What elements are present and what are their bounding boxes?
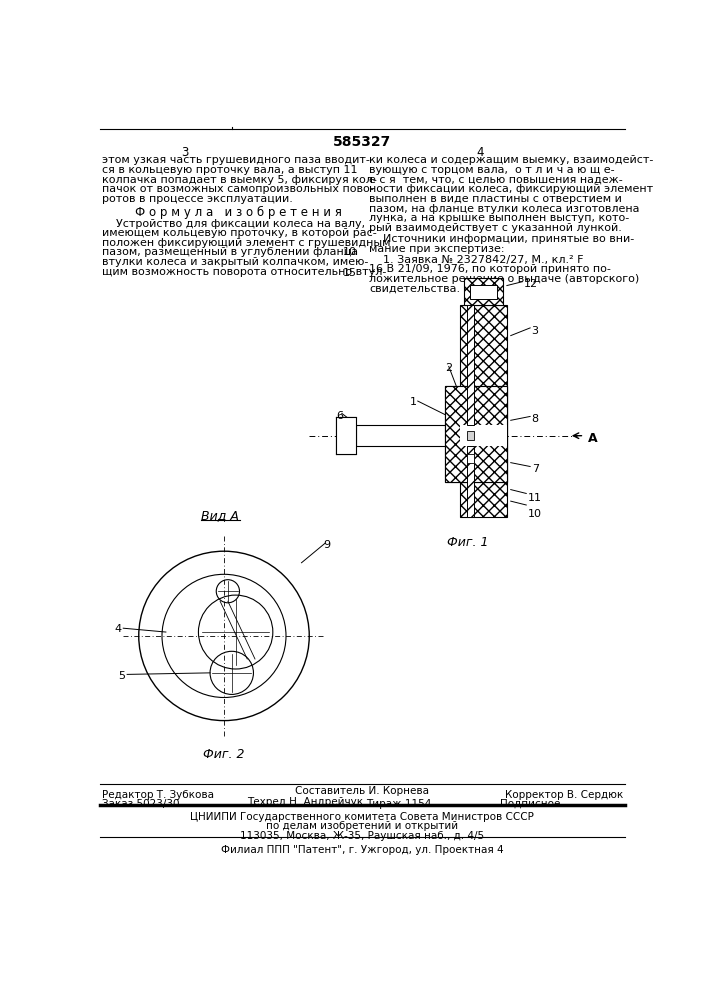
Text: 15: 15	[344, 268, 357, 278]
Text: 16 В 21/09, 1976, по которой принято по-: 16 В 21/09, 1976, по которой принято по-	[369, 264, 611, 274]
Bar	[337, 417, 356, 454]
Bar	[470, 285, 497, 299]
Text: ки колеса и содержащим выемку, взаимодейст-: ки колеса и содержащим выемку, взаимодей…	[369, 155, 653, 165]
Text: имеющем кольцевую проточку, в которой рас-: имеющем кольцевую проточку, в которой ра…	[103, 228, 377, 238]
Bar	[445, 386, 507, 482]
Text: Корректор В. Сердюк: Корректор В. Сердюк	[505, 790, 623, 800]
Text: положен фиксирующий элемент с грушевидным: положен фиксирующий элемент с грушевидны…	[103, 238, 391, 248]
Text: 3: 3	[532, 326, 539, 336]
Text: 5: 5	[118, 671, 125, 681]
Text: 1: 1	[410, 397, 417, 407]
Text: свидетельства.: свидетельства.	[369, 284, 460, 294]
Text: Ф о р м у л а   и з о б р е т е н и я: Ф о р м у л а и з о б р е т е н и я	[135, 206, 341, 219]
Text: выполнен в виде пластины с отверстием и: выполнен в виде пластины с отверстием и	[369, 194, 621, 204]
Text: 3: 3	[182, 146, 189, 159]
Text: 4: 4	[476, 146, 484, 159]
Text: А: А	[588, 432, 598, 445]
Text: 6: 6	[337, 411, 344, 421]
Text: Фиг. 2: Фиг. 2	[203, 748, 245, 761]
Text: 2: 2	[445, 363, 452, 373]
Text: 7: 7	[532, 464, 539, 474]
Text: ЦНИИПИ Государственного комитета Совета Министров СССР: ЦНИИПИ Государственного комитета Совета …	[190, 812, 534, 822]
Text: рый взаимодействует с указанной лункой.: рый взаимодействует с указанной лункой.	[369, 223, 621, 233]
Text: вующую с торцом вала,  о т л и ч а ю щ е-: вующую с торцом вала, о т л и ч а ю щ е-	[369, 165, 614, 175]
Text: мание при экспертизе:: мание при экспертизе:	[369, 244, 504, 254]
Text: 10: 10	[528, 509, 542, 519]
Text: Вид А: Вид А	[201, 509, 239, 522]
Text: Источники информации, принятые во вни-: Источники информации, принятые во вни-	[369, 234, 634, 244]
Bar	[445, 386, 507, 482]
Bar	[460, 305, 507, 517]
Text: ности фиксации колеса, фиксирующий элемент: ности фиксации колеса, фиксирующий элеме…	[369, 184, 653, 194]
Text: Редактор Т. Зубкова: Редактор Т. Зубкова	[103, 790, 214, 800]
Text: Филиал ППП "Патент", г. Ужгород, ул. Проектная 4: Филиал ППП "Патент", г. Ужгород, ул. Про…	[221, 845, 503, 855]
Text: ложительное решение о выдаче (авторского): ложительное решение о выдаче (авторского…	[369, 274, 639, 284]
Text: ся в кольцевую проточку вала, а выступ 11: ся в кольцевую проточку вала, а выступ 1…	[103, 165, 358, 175]
Bar	[460, 425, 507, 446]
Bar	[356, 425, 499, 446]
Text: 8: 8	[532, 414, 539, 424]
Text: е с я  тем, что, с целью повышения надеж-: е с я тем, что, с целью повышения надеж-	[369, 175, 623, 185]
Text: этом узкая часть грушевидного паза вводит-: этом узкая часть грушевидного паза вводи…	[103, 155, 370, 165]
Bar	[464, 278, 503, 305]
Text: лунка, а на крышке выполнен выступ, кото-: лунка, а на крышке выполнен выступ, кото…	[369, 213, 629, 223]
Text: 11: 11	[528, 493, 542, 503]
Text: Устройство для фиксации колеса на валу,: Устройство для фиксации колеса на валу,	[103, 219, 366, 229]
Text: пазом, размещенный в углублении фланца: пазом, размещенный в углублении фланца	[103, 247, 358, 257]
Bar	[467, 431, 474, 440]
Text: 1. Заявка № 2327842/27, М., кл.² F: 1. Заявка № 2327842/27, М., кл.² F	[369, 255, 583, 265]
Text: Составитель И. Корнева: Составитель И. Корнева	[295, 786, 429, 796]
Text: ротов в процессе эксплуатации.: ротов в процессе эксплуатации.	[103, 194, 293, 204]
Text: Фиг. 1: Фиг. 1	[448, 536, 489, 549]
Text: Тираж 1154: Тираж 1154	[366, 799, 431, 809]
Text: 9: 9	[323, 540, 330, 550]
Text: колпачка попадает в выемку 5, фиксируя кол-: колпачка попадает в выемку 5, фиксируя к…	[103, 175, 378, 185]
Text: Техред Н. Андрейчук: Техред Н. Андрейчук	[247, 797, 363, 807]
Text: пазом, на фланце втулки колеса изготовлена: пазом, на фланце втулки колеса изготовле…	[369, 204, 639, 214]
Text: щим возможность поворота относительно втул-: щим возможность поворота относительно вт…	[103, 267, 387, 277]
Text: втулки колеса и закрытый колпачком, имею-: втулки колеса и закрытый колпачком, имею…	[103, 257, 368, 267]
Text: по делам изобретений и открытий: по делам изобретений и открытий	[266, 821, 458, 831]
Bar	[467, 446, 474, 517]
Text: 10: 10	[344, 247, 357, 257]
Text: 4: 4	[114, 624, 121, 634]
Text: Заказ 5023/30: Заказ 5023/30	[103, 799, 180, 809]
Text: 113035, Москва, Ж-35, Раушская наб., д. 4/5: 113035, Москва, Ж-35, Раушская наб., д. …	[240, 831, 484, 841]
Bar	[467, 454, 474, 463]
Text: Подписное: Подписное	[500, 799, 561, 809]
Bar	[467, 305, 474, 425]
Text: 12: 12	[524, 279, 538, 289]
Text: 585327: 585327	[333, 135, 391, 149]
Text: пачок от возможных самопроизвольных пово-: пачок от возможных самопроизвольных пово…	[103, 184, 374, 194]
